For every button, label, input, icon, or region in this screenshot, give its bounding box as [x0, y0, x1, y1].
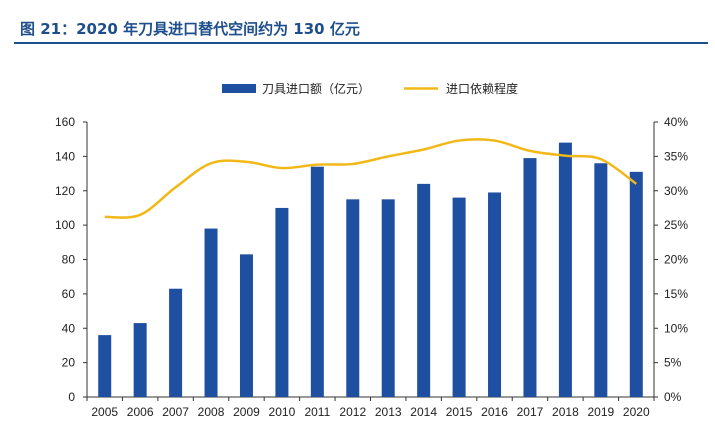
y-right-tick-label: 15%	[664, 287, 688, 301]
bar-2015	[452, 197, 466, 397]
x-tick-label: 2016	[481, 405, 508, 419]
y-left-tick-label: 40	[62, 321, 76, 335]
bar-2014	[417, 183, 431, 397]
x-tick-label: 2019	[587, 405, 614, 419]
x-tick-label: 2007	[162, 405, 189, 419]
y-right-tick-label: 25%	[664, 218, 688, 232]
y-left-tick-label: 120	[55, 184, 75, 198]
y-left-tick-label: 80	[62, 253, 76, 267]
x-tick-label: 2006	[127, 405, 154, 419]
figure-title: 图 21：2020 年刀具进口替代空间约为 130 亿元	[20, 20, 360, 38]
chart-legend: 刀具进口额（亿元） 进口依赖程度	[222, 81, 518, 96]
y-left-tick-label: 60	[62, 287, 76, 301]
y-right-tick-label: 5%	[664, 356, 682, 370]
x-tick-label: 2013	[375, 405, 402, 419]
y-right-tick-label: 35%	[664, 149, 688, 163]
legend-swatch-bar	[222, 84, 256, 93]
y-left-tick-label: 160	[55, 115, 75, 129]
y-right-tick-label: 30%	[664, 184, 688, 198]
y-left-axis-ticks: 0 20 40 60 80 100 120 140 160	[55, 115, 87, 404]
y-right-tick-label: 10%	[664, 321, 688, 335]
legend-label-bar: 刀具进口额（亿元）	[262, 81, 370, 96]
title-divider	[14, 42, 708, 44]
x-tick-label: 2008	[198, 405, 225, 419]
bar-2008	[204, 228, 218, 397]
y-left-tick-label: 20	[62, 356, 76, 370]
y-right-axis-ticks: 0% 5% 10% 15% 20% 25% 30% 35% 40%	[654, 115, 688, 404]
bar-2017	[523, 158, 537, 397]
x-tick-label: 2009	[233, 405, 260, 419]
bar-2019	[594, 163, 608, 397]
y-left-tick-label: 100	[55, 218, 75, 232]
bar-2009	[239, 254, 253, 397]
y-right-tick-label: 0%	[664, 390, 682, 404]
bar-2012	[346, 199, 360, 397]
bar-2018	[558, 142, 572, 397]
x-tick-label: 2015	[446, 405, 473, 419]
x-tick-label: 2020	[623, 405, 650, 419]
y-left-tick-label: 140	[55, 149, 75, 163]
x-axis-ticks: 2005 2006 2007 2008 2009 2010 2011 2012 2013 2014…	[86, 397, 655, 419]
legend-label-line: 进口依赖程度	[446, 81, 518, 96]
line-series	[104, 138, 638, 219]
bar-2020	[629, 171, 643, 397]
x-tick-label: 2017	[517, 405, 544, 419]
bar-series	[98, 142, 643, 397]
x-tick-label: 2011	[304, 405, 330, 419]
y-right-tick-label: 40%	[664, 115, 688, 129]
bar-2010	[275, 207, 289, 397]
bar-2005	[98, 335, 112, 397]
x-tick-label: 2010	[269, 405, 296, 419]
bar-2016	[488, 192, 502, 397]
x-tick-label: 2012	[339, 405, 366, 419]
bar-2006	[133, 323, 147, 397]
x-tick-label: 2014	[410, 405, 437, 419]
x-tick-label: 2018	[552, 405, 579, 419]
y-left-tick-label: 0	[68, 390, 75, 404]
bar-2007	[169, 288, 183, 397]
x-tick-label: 2005	[91, 405, 118, 419]
y-right-tick-label: 20%	[664, 253, 688, 267]
bar-2011	[310, 166, 324, 397]
import-dependency-line	[104, 138, 638, 219]
bar-2013	[381, 199, 395, 397]
